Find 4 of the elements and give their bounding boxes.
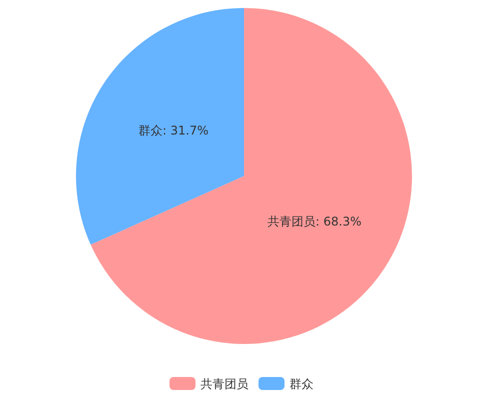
- data-label: 共青团员: 68.3%: [268, 214, 362, 229]
- data-label: 群众: 31.7%: [138, 123, 208, 138]
- legend-label: 共青团员: [200, 377, 248, 391]
- legend-label: 群众: [290, 377, 314, 391]
